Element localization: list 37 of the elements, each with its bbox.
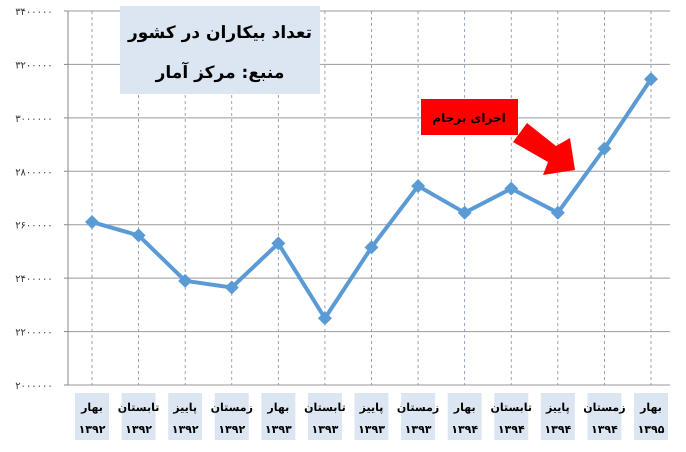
x-tick-label: زمستان ۱۳۹۲ — [210, 401, 253, 436]
x-tick-label: پاییز ۱۳۹۴ — [544, 401, 572, 436]
y-tick-label: ۲۸۰۰۰۰۰ — [15, 167, 53, 178]
x-tick-label: زمستان ۱۳۹۳ — [396, 401, 440, 436]
point — [364, 240, 378, 254]
point — [597, 142, 612, 156]
x-tick-label: بهار ۱۳۹۳ — [264, 401, 292, 436]
y-tick-label: ۳۴۰۰۰۰۰ — [15, 7, 53, 18]
text: تعداد بیکاران در کشور — [127, 23, 312, 43]
x-tick-label: بهار ۱۳۹۵ — [638, 401, 665, 436]
y-tick-label: ۲۲۰۰۰۰۰ — [15, 328, 53, 339]
x-tick-label: تابستان ۱۳۹۳ — [304, 401, 346, 436]
y-tick-label: ۲۴۰۰۰۰۰ — [15, 274, 53, 286]
point — [504, 182, 518, 196]
x-tick-label: زمستان ۱۳۹۴ — [583, 401, 626, 436]
x-tick-label: تابستان ۱۳۹۲ — [118, 401, 160, 436]
y-tick-label: ۲۰۰۰۰۰۰ — [15, 381, 53, 392]
annotation: اجرای برجام — [432, 111, 506, 125]
point — [550, 206, 565, 220]
point — [318, 311, 332, 326]
point — [644, 72, 658, 86]
point — [85, 215, 99, 230]
x-tick-label: بهار ۱۳۹۲ — [78, 401, 106, 436]
point — [132, 228, 146, 242]
point — [458, 206, 472, 220]
text: منبع: مرکز آمار — [154, 61, 284, 83]
y-tick-label: ۳۲۰۰۰۰۰ — [15, 60, 53, 72]
x-tick-label: بهار ۱۳۹۴ — [451, 401, 478, 436]
y-tick-label: ۳۰۰۰۰۰۰ — [15, 114, 53, 125]
point — [411, 178, 426, 193]
point — [178, 274, 192, 288]
x-tick-label: پاییز ۱۳۹۲ — [172, 401, 199, 436]
point — [271, 236, 286, 250]
x-tick-label: تابستان ۱۳۹۴ — [490, 401, 532, 436]
x-tick-label: پاییز ۱۳۹۳ — [358, 401, 386, 436]
y-tick-label: ۲۶۰۰۰۰۰ — [15, 220, 53, 232]
point — [224, 280, 239, 294]
